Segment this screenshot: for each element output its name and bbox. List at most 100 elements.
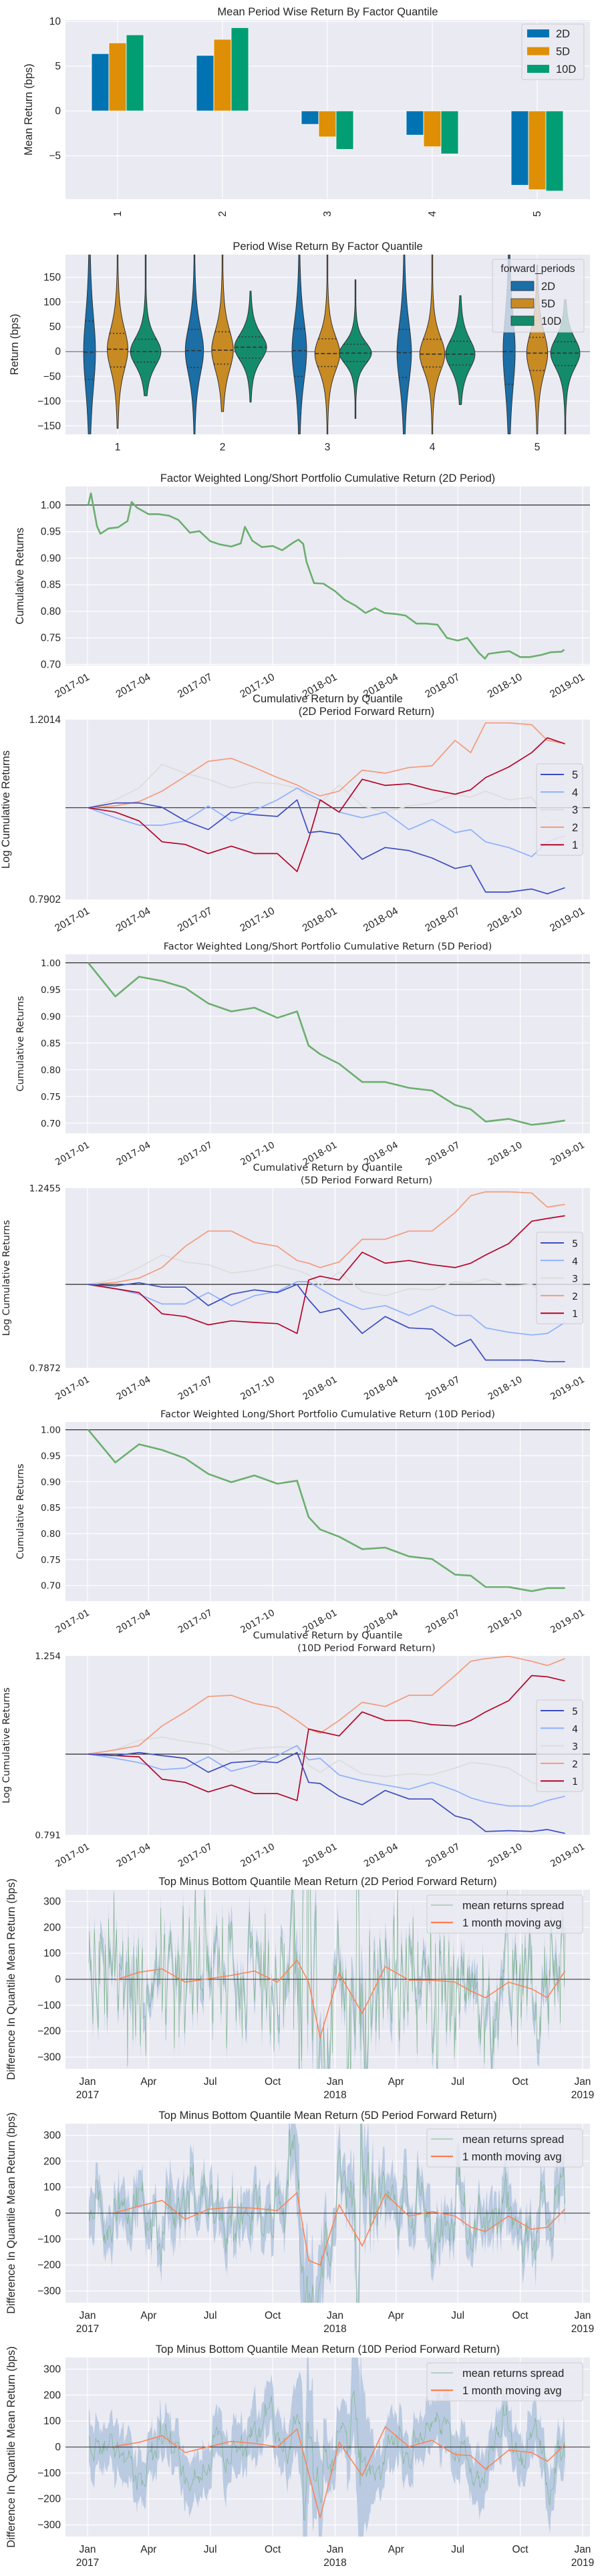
y-tick-label: −300 xyxy=(37,2286,61,2297)
y-tick-label: −50 xyxy=(43,371,61,382)
legend: mean returns spread 1 month moving avg xyxy=(426,2128,583,2168)
quantile-5-line xyxy=(88,1751,565,1834)
x-tick-label: Jan xyxy=(327,2544,343,2555)
y-tick-label: 0.90 xyxy=(41,1477,61,1487)
quantile-1-line xyxy=(88,1215,565,1334)
y-tick-label: 100 xyxy=(43,297,61,308)
x-tick-label: 2017-07 xyxy=(176,1842,214,1870)
y-tick-label: 0 xyxy=(55,2208,61,2219)
x-tick-label: 2019-01 xyxy=(549,1842,587,1870)
bar-q3-2D xyxy=(301,110,319,125)
chart-11: Top Minus Bottom Quantile Mean Return (1… xyxy=(5,2343,594,2569)
legend-label: 10D xyxy=(556,63,576,76)
x-tick-label: 2019-01 xyxy=(548,672,587,700)
x-tick-label: 2017-07 xyxy=(176,672,214,700)
y-tick-label: 0 xyxy=(55,106,61,117)
x-tick-year: 2019 xyxy=(571,2557,594,2569)
x-tick-label: 2018-01 xyxy=(301,1375,339,1403)
bar-q3-5D xyxy=(318,110,337,138)
legend-label: 1 xyxy=(572,839,578,851)
x-tick-label: 2018-10 xyxy=(486,672,524,700)
plot-content xyxy=(65,1422,590,1601)
x-tick-label: Apr xyxy=(388,2544,404,2555)
legend-label: 4 xyxy=(572,1724,578,1735)
x-tick-label: 2017-01 xyxy=(53,1140,92,1168)
chart-title: Top Minus Bottom Quantile Mean Return (5… xyxy=(158,2110,496,2122)
x-tick-label: Jan xyxy=(80,2544,96,2555)
y-tick-label: 0.70 xyxy=(41,1119,61,1129)
y-tick-label: 0.70 xyxy=(41,1581,61,1592)
bar-q5-2D xyxy=(510,110,529,186)
chart-title: Factor Weighted Long/Short Portfolio Cum… xyxy=(160,472,495,484)
legend-label: 1 xyxy=(572,1309,578,1320)
legend-label: 3 xyxy=(572,1274,578,1285)
bar-q5-5D xyxy=(528,110,547,190)
chart-title: Cumulative Return by Quantile xyxy=(253,693,403,705)
y-tick-label: 0.75 xyxy=(41,633,61,644)
legend-box xyxy=(426,2128,583,2168)
x-tick-label: 5 xyxy=(532,211,543,217)
y-tick-label: 0.75 xyxy=(41,1092,61,1103)
plot-area xyxy=(65,486,590,666)
chart-title: Top Minus Bottom Quantile Mean Return (2… xyxy=(158,1876,496,1888)
y-tick-label: 0 xyxy=(55,2442,61,2453)
x-tick-label: 2018-01 xyxy=(301,1842,339,1870)
x-tick-year: 2017 xyxy=(76,2323,99,2335)
x-tick-label: Jul xyxy=(451,2544,464,2555)
moving-average-line xyxy=(115,2426,566,2519)
bar-q4-10D xyxy=(440,110,459,154)
x-tick-label: Oct xyxy=(265,2076,281,2088)
x-tick-label: Jan xyxy=(574,2076,591,2088)
x-tick-label: 1 xyxy=(112,211,124,217)
legend-title: forward_periods xyxy=(500,263,575,275)
plot-content xyxy=(65,720,590,899)
x-tick-year: 2018 xyxy=(323,2557,346,2569)
y-axis-label: Cumulative Returns xyxy=(14,528,26,625)
y-tick-label: 300 xyxy=(43,1896,61,1907)
y-tick-label: −200 xyxy=(37,2494,61,2505)
legend-label: 4 xyxy=(572,1256,578,1267)
y-tick-label: −300 xyxy=(37,2052,61,2063)
x-tick-label: 2017-01 xyxy=(53,672,92,700)
x-tick-label: 2017-10 xyxy=(239,1375,277,1403)
x-tick-label: Jan xyxy=(80,2310,96,2321)
y-tick-label: 1.00 xyxy=(41,958,61,969)
legend-swatch xyxy=(510,281,535,291)
bar-q2-10D xyxy=(231,27,249,112)
moving-average-line xyxy=(115,1959,566,2038)
bar-q2-2D xyxy=(196,55,214,112)
cumulative-return-line xyxy=(87,962,565,1126)
y-tick-label: −300 xyxy=(37,2520,61,2531)
x-tick-label: 2017-10 xyxy=(239,1842,277,1870)
legend-label: 2 xyxy=(572,822,578,834)
quantile-1-line xyxy=(88,1675,565,1802)
x-tick-label: 2018-07 xyxy=(424,1842,462,1870)
violin-q3-2D xyxy=(291,255,307,434)
legend-label: 2D xyxy=(556,28,570,40)
bar-q1-10D xyxy=(126,34,144,112)
y-tick-label: 100 xyxy=(43,2182,61,2193)
violin-q1-10D xyxy=(130,255,162,396)
chart-subtitle: (5D Period Forward Return) xyxy=(301,1175,432,1186)
y-axis-label: Difference In Quantile Mean Return (bps) xyxy=(5,2346,17,2547)
plot-area xyxy=(65,1422,590,1601)
violin-q2-5D xyxy=(211,255,234,412)
legend: mean returns spread 1 month moving avg xyxy=(426,2362,583,2402)
y-tick-label: 1.2455 xyxy=(29,1183,61,1194)
quantile-5-line xyxy=(88,799,565,895)
legend-swatch xyxy=(527,47,549,55)
cumulative-return-line xyxy=(87,1429,565,1592)
x-tick-label: 2017-07 xyxy=(176,1375,214,1403)
x-tick-label: 2017-10 xyxy=(238,905,277,934)
bar-q1-5D xyxy=(108,42,127,112)
mean-returns-spread-line xyxy=(88,1890,565,2069)
violin-q1-2D xyxy=(83,255,96,434)
legend: mean returns spread 1 month moving avg xyxy=(426,1894,583,1934)
x-tick-label: Apr xyxy=(140,2310,156,2321)
x-tick-label: 2018-07 xyxy=(424,1608,462,1636)
legend: 2D 5D 10D xyxy=(521,23,585,80)
legend-label: 2 xyxy=(572,1292,578,1302)
x-tick-label: 2018-04 xyxy=(362,1842,400,1870)
quantile-1-line xyxy=(88,737,565,873)
x-tick-label: 2018-04 xyxy=(361,905,400,934)
